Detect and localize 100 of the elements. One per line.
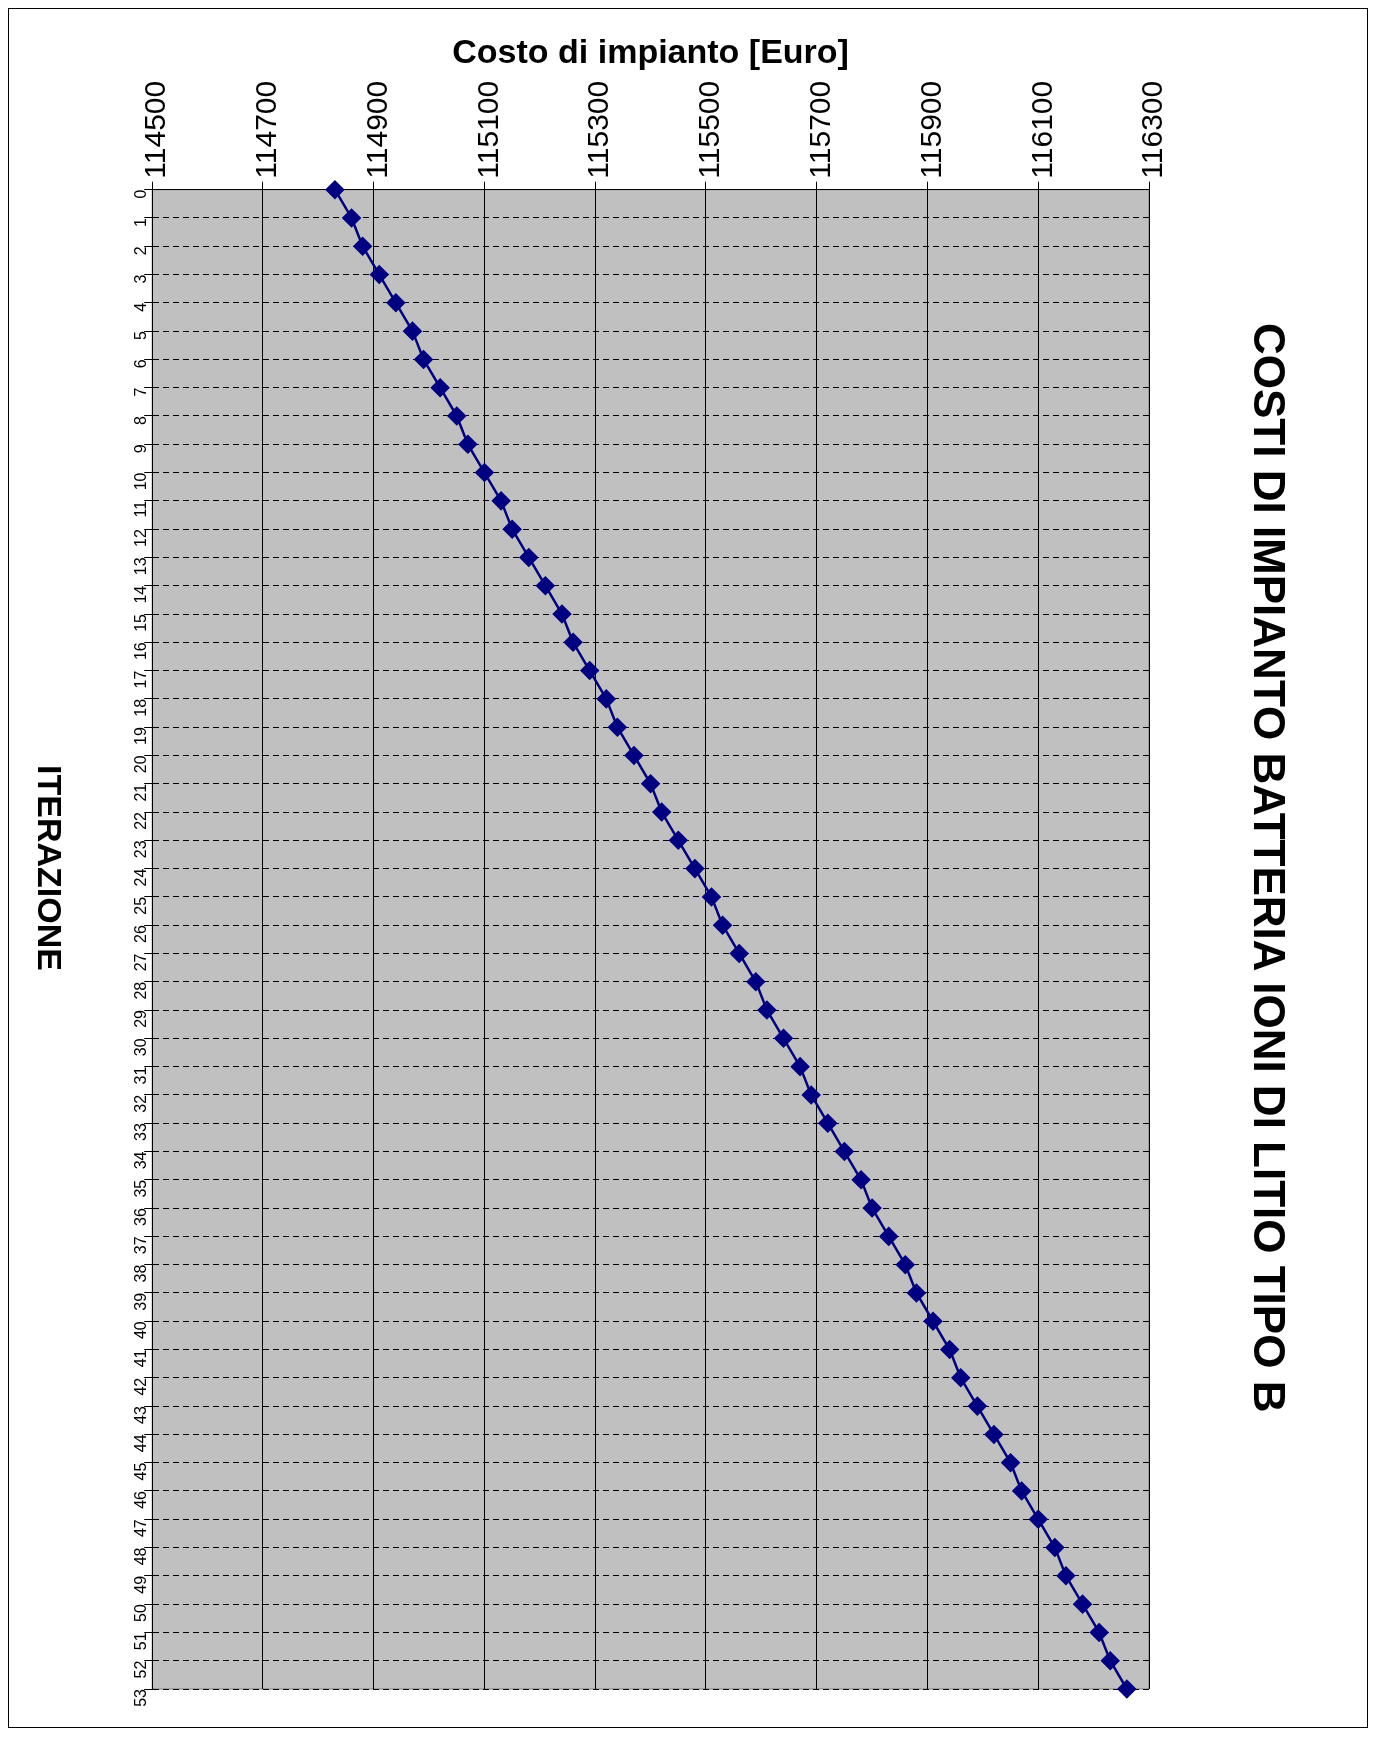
y-tick-label: 30 <box>131 1038 149 1057</box>
point <box>414 350 433 369</box>
y-tick-label: 4 <box>131 302 149 312</box>
point <box>1089 1623 1109 1642</box>
x-tick-label: 115700 <box>803 80 836 179</box>
point <box>342 208 361 228</box>
point <box>386 293 406 313</box>
y-tick-label: 38 <box>131 1264 149 1283</box>
point <box>729 944 749 963</box>
y-tick-label: 28 <box>131 981 149 1000</box>
y-tick-label: 31 <box>131 1066 149 1085</box>
text: COSTI DI IMPIANTO BATTERIA IONI DI LITIO TIPO B <box>1244 322 1295 1415</box>
point <box>685 859 705 878</box>
point <box>851 1170 871 1190</box>
y-tick-label: 19 <box>131 727 149 745</box>
point <box>370 265 389 284</box>
point <box>403 321 422 341</box>
y-tick-label: 17 <box>131 670 149 689</box>
y-tick-label: 21 <box>131 783 149 802</box>
point <box>790 1057 810 1076</box>
point <box>458 435 478 454</box>
point <box>968 1396 987 1416</box>
y-tick-label: 13 <box>131 557 149 576</box>
point <box>491 491 511 511</box>
point <box>353 237 372 256</box>
point <box>801 1085 821 1105</box>
point <box>702 887 721 907</box>
y-tick-label: 11 <box>131 500 149 518</box>
y-tick-label: 46 <box>131 1490 149 1509</box>
y-tick-label: 52 <box>131 1660 149 1679</box>
point <box>1028 1510 1048 1529</box>
y-tick-label: 47 <box>131 1519 149 1538</box>
point <box>519 548 539 567</box>
y-tick-label: 45 <box>131 1462 149 1481</box>
point <box>475 463 494 482</box>
y-tick-label: 49 <box>131 1575 149 1594</box>
x-axis-title: Costo di impianto [Euro] <box>452 31 849 70</box>
y-tick-label: 14 <box>131 585 149 604</box>
point <box>652 802 671 822</box>
y-tick-label: 25 <box>131 896 149 915</box>
y-tick-label: 50 <box>131 1604 149 1622</box>
point <box>818 1113 838 1133</box>
point <box>597 689 616 709</box>
y-tick-label: 51 <box>131 1632 149 1651</box>
point <box>536 576 555 595</box>
point <box>923 1311 943 1331</box>
y-tick-label: 43 <box>131 1406 149 1424</box>
y-tick-label: 18 <box>131 698 149 717</box>
y-tick-label: 48 <box>131 1547 149 1566</box>
point <box>552 604 572 624</box>
point <box>1012 1481 1031 1501</box>
point <box>430 378 450 397</box>
y-tick-label: 35 <box>131 1179 149 1198</box>
point <box>862 1198 882 1218</box>
point <box>641 774 660 793</box>
y-tick-label: 26 <box>131 925 149 943</box>
y-tick-label: 0 <box>131 189 149 199</box>
y-tick-label: 2 <box>131 246 149 256</box>
y-tick-label: 44 <box>131 1434 149 1453</box>
point <box>1001 1453 1020 1472</box>
y-tick-label: 7 <box>131 387 149 397</box>
x-tick-label: 114900 <box>359 80 393 179</box>
point <box>608 717 627 737</box>
point <box>774 1029 793 1048</box>
y-tick-label: 15 <box>131 613 149 632</box>
point <box>1045 1538 1065 1557</box>
point <box>746 972 766 992</box>
point <box>907 1283 926 1303</box>
y-tick-label: 12 <box>131 529 149 547</box>
point <box>1117 1679 1137 1699</box>
point <box>502 519 522 539</box>
y-tick-label: 40 <box>131 1321 149 1340</box>
point <box>1056 1566 1076 1586</box>
y-tick-label: 39 <box>131 1292 149 1311</box>
x-tick-label: 116300 <box>1135 80 1169 179</box>
y-tick-label: 53 <box>131 1688 149 1707</box>
y-tick-label: 10 <box>131 472 149 491</box>
x-tick-label: 114700 <box>249 80 283 179</box>
point <box>757 1000 777 1020</box>
y-tick-label: 37 <box>131 1236 149 1255</box>
y-tick-label: 41 <box>131 1349 149 1368</box>
y-tick-label: 16 <box>131 642 149 661</box>
point <box>984 1425 1004 1444</box>
point <box>940 1340 959 1359</box>
point <box>951 1368 970 1388</box>
point <box>713 915 732 935</box>
y-tick-label: 34 <box>131 1151 149 1170</box>
y-tick-label: 1 <box>131 217 149 227</box>
y-tick-label: 36 <box>131 1207 149 1226</box>
y-tick-label: 3 <box>131 274 149 284</box>
y-tick-label: 24 <box>131 868 149 887</box>
y-tick-label: 32 <box>131 1094 149 1113</box>
point <box>879 1227 898 1246</box>
y-tick-label: 42 <box>131 1377 149 1396</box>
y-tick-label: 8 <box>131 415 149 425</box>
point <box>447 406 467 426</box>
point <box>1073 1594 1092 1614</box>
point <box>563 633 583 652</box>
y-tick-label: 20 <box>131 755 149 774</box>
y-tick-label: 27 <box>131 953 149 972</box>
